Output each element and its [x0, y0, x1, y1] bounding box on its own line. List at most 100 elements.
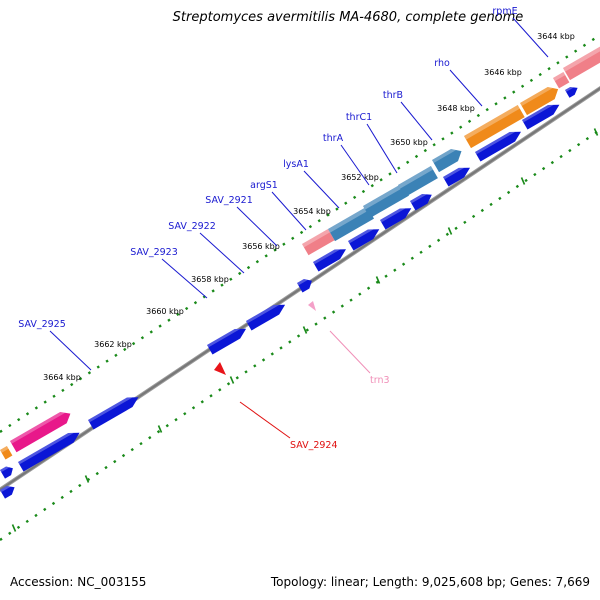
steel-arrow [432, 149, 462, 173]
cds-arrow-body [410, 194, 432, 211]
cds-arrow-body [475, 131, 521, 162]
cds-arrow-shine [18, 432, 74, 465]
leader-rho [449, 69, 483, 107]
cds-arrow [348, 229, 380, 251]
gene-label-sav_2921: SAV_2921 [205, 195, 253, 206]
steel-block-shine [328, 206, 370, 233]
cds-arrow-shine [313, 249, 341, 265]
salmon-block-shine [553, 72, 566, 82]
lower-major-tick [11, 524, 17, 532]
gene-label-rho: rho [434, 58, 450, 69]
orange-arrow-body [520, 87, 559, 116]
cds-arrow [0, 486, 15, 499]
reverse-cds-marker [214, 362, 226, 375]
cds-arrow [0, 466, 13, 479]
cds-arrow-shine [246, 304, 280, 324]
leader-sav_2924 [239, 401, 291, 439]
gene-label-sav_2923: SAV_2923 [130, 247, 178, 258]
cds-arrow-shine [565, 87, 574, 92]
feature-track [0, 46, 600, 499]
cds-arrow-shine [88, 397, 133, 423]
orange-block-shine [464, 105, 520, 140]
gene-label-sav_2924: SAV_2924 [290, 440, 338, 451]
orange-arrow [520, 87, 559, 116]
cds-arrow [410, 194, 432, 211]
lower-major-tick [447, 227, 453, 235]
salmon-block [302, 229, 335, 256]
accession-text: Accession: NC_003155 [10, 575, 147, 589]
gene-label-sav_2922: SAV_2922 [168, 221, 216, 232]
trna-marker [308, 301, 316, 311]
leader-thra [340, 144, 370, 186]
lower-major-tick [157, 425, 163, 433]
salmon-block [563, 46, 600, 81]
salmon-block-shine [563, 46, 600, 72]
scale-tick-label: 3654 kbp [293, 207, 331, 216]
cds-arrow-body [18, 432, 80, 472]
cds-arrow-shine [443, 167, 465, 180]
cds-arrow-shine [410, 194, 427, 204]
cds-arrow-shine [475, 131, 516, 155]
cds-arrow [246, 304, 286, 331]
cds-arrow [313, 249, 346, 272]
scale-tick-label: 3652 kbp [341, 173, 379, 182]
cds-arrow-body [522, 104, 560, 130]
leader-rpme [512, 17, 549, 58]
gene-label-sav_2925: SAV_2925 [18, 319, 66, 330]
map-title: Streptomyces avermitilis MA-4680, comple… [173, 10, 524, 25]
cds-arrow-shine [207, 328, 241, 348]
steel-block-body [398, 166, 438, 198]
cds-arrow-shine [0, 486, 11, 493]
scale-dot-rows [0, 33, 600, 541]
cds-arrow-body [246, 304, 286, 331]
leader-sav_2922 [199, 232, 245, 274]
leader-sav_2925 [49, 330, 92, 371]
leader-trn3 [329, 330, 371, 374]
lower-major-tick [593, 128, 599, 136]
orange-block [464, 105, 525, 149]
salmon-block-body [553, 72, 570, 89]
genome-summary-text: Topology: linear; Length: 9,025,608 bp; … [270, 575, 590, 589]
orange-arrow-shine [520, 87, 553, 106]
steel-arrow-shine [432, 149, 457, 163]
cds-arrow-shine [0, 466, 10, 473]
cds-arrow [565, 87, 578, 98]
leader-thrb [400, 101, 433, 141]
salmon-block-body [302, 229, 335, 256]
cds-arrow-body [0, 466, 13, 479]
scale-tick-label: 3658 kbp [191, 275, 229, 284]
lower-major-tick [520, 177, 526, 185]
orange-block-body [0, 446, 13, 460]
cds-arrow-body [207, 328, 247, 355]
scale-ticks: 3644 kbp 3646 kbp 3648 kbp 3650 kbp 3652 kbp… [43, 32, 575, 382]
scale-tick-label: 3644 kbp [537, 32, 575, 41]
leader-lysa1 [303, 170, 340, 209]
leader-thrc1 [366, 123, 398, 174]
cds-arrow [475, 131, 521, 162]
orange-block-shine [0, 446, 9, 453]
cds-arrow [522, 104, 560, 130]
cds-arrow-body [443, 167, 470, 187]
lower-dot-row [0, 129, 600, 541]
gene-label-lysa1: lysA1 [283, 159, 309, 170]
salmon-block [553, 72, 570, 89]
steel-block-body [363, 183, 409, 219]
cds-arrow [443, 167, 470, 187]
rrna-arrow-body [10, 412, 71, 453]
cds-arrow-shine [348, 229, 374, 244]
steel-block-shine [398, 166, 433, 189]
cds-arrow-body [88, 397, 139, 430]
cds-arrow [88, 397, 139, 430]
gene-label-thra: thrA [323, 133, 344, 144]
leader-args1 [271, 191, 307, 231]
leader-sav_2923 [161, 258, 208, 299]
upper-dot-row [0, 33, 600, 434]
cds-arrow-shine [380, 208, 406, 223]
cds-arrow-body [380, 208, 412, 230]
scale-tick-label: 3656 kbp [242, 242, 280, 251]
scale-tick-label: 3662 kbp [94, 340, 132, 349]
steel-block [363, 183, 409, 219]
rrna-arrow-shine [10, 412, 66, 444]
